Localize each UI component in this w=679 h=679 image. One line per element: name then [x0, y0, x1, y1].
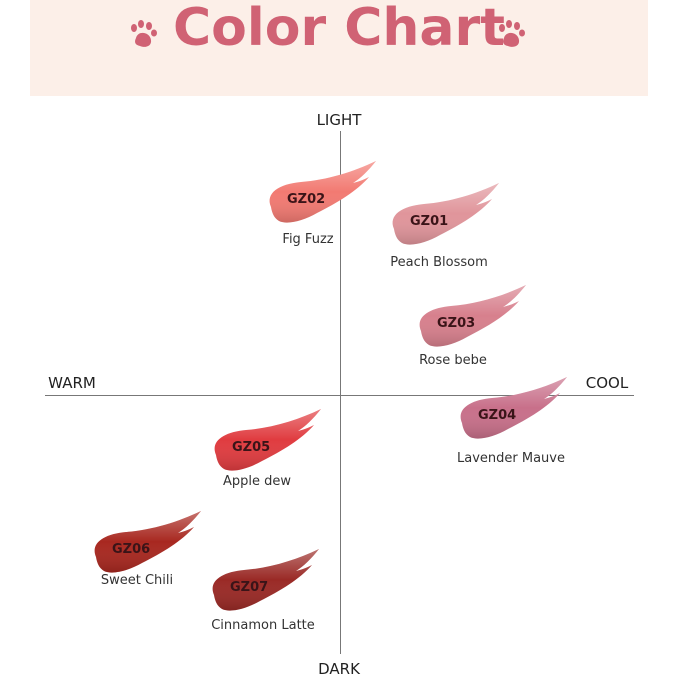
axis-label-dark: DARK — [318, 660, 360, 678]
swatch-shape — [94, 511, 201, 573]
shade-code: GZ03 — [437, 316, 476, 331]
swatch-gz06: GZ06 — [90, 511, 202, 577]
axis-label-light: LIGHT — [316, 111, 362, 129]
swatch-gz03: GZ03 — [415, 285, 527, 351]
vertical-axis — [340, 131, 341, 654]
page-title: Color Chart — [173, 0, 505, 58]
shade-code: GZ02 — [287, 192, 326, 207]
axis-label-warm: WARM — [48, 374, 96, 392]
shade-code: GZ04 — [478, 408, 517, 423]
shade-name: Peach Blossom — [390, 255, 488, 270]
axis-label-cool: COOL — [585, 374, 629, 392]
header-banner: Color Chart — [30, 0, 648, 96]
shade-name: Cinnamon Latte — [211, 618, 315, 633]
swatch-shape — [269, 161, 376, 223]
shade-code: GZ07 — [230, 580, 269, 595]
swatch-gz07: GZ07 — [208, 549, 320, 615]
shade-name: Rose bebe — [419, 353, 487, 368]
swatch-gz05: GZ05 — [210, 409, 322, 475]
swatch-shape — [212, 549, 319, 611]
swatch-shape — [460, 377, 567, 439]
shade-name: Lavender Mauve — [457, 451, 565, 466]
swatch-gz01: GZ01 — [388, 183, 500, 249]
swatch-shape — [214, 409, 321, 471]
swatch-gz02: GZ02 — [265, 161, 377, 227]
paw-icon — [131, 20, 157, 47]
shade-code: GZ06 — [112, 542, 151, 557]
horizontal-axis — [45, 395, 634, 396]
shade-name: Sweet Chili — [100, 573, 174, 588]
swatch-shape — [392, 183, 499, 245]
shade-code: GZ01 — [410, 214, 449, 229]
shade-name: Apple dew — [222, 474, 292, 489]
shade-name: Fig Fuzz — [282, 232, 334, 247]
swatch-gz04: GZ04 — [456, 377, 568, 443]
paw-icon — [499, 20, 525, 47]
swatch-shape — [419, 285, 526, 347]
shade-code: GZ05 — [232, 440, 271, 455]
